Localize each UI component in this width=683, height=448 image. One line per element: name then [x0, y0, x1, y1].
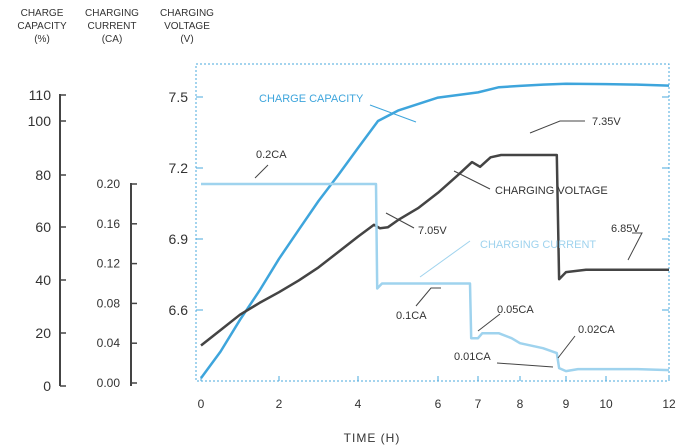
- capacity-tick-label: 80: [35, 167, 51, 183]
- annotation-leader-0-01ca: [496, 362, 554, 368]
- capacity-tick-label: 0: [43, 378, 51, 394]
- series-line-charging-voltage: [200, 153, 669, 347]
- voltage-tick-label: 7.2: [169, 160, 189, 176]
- current-tick-label: 0.16: [97, 217, 121, 231]
- series-label-charging-voltage: CHARGING VOLTAGE: [495, 185, 608, 197]
- x-tick-label: 8: [517, 397, 524, 411]
- series-label-charge-capacity: CHARGE CAPACITY: [259, 93, 364, 105]
- annotation-0-1ca: 0.1CA: [396, 310, 427, 322]
- voltage-header-line-3: (V): [180, 34, 193, 45]
- capacity-tick-label: 60: [35, 219, 51, 235]
- x-axis-label: TIME (H): [344, 431, 401, 445]
- voltage-axis-header: CHARGING VOLTAGE (V): [160, 8, 214, 45]
- voltage-header-line-1: CHARGING: [160, 8, 214, 19]
- annotation-leader-0-1ca: [415, 287, 441, 307]
- voltage-tick-label: 6.6: [169, 302, 189, 318]
- series-line-charge-capacity: [199, 82, 670, 379]
- current-axis-header: CHARGING CURRENT (CA): [85, 8, 139, 45]
- annotation-0-02ca: 0.02CA: [578, 324, 615, 336]
- annotation-leader-7-35v: [529, 120, 585, 134]
- current-header-line-1: CHARGING: [85, 8, 139, 19]
- capacity-axis-header: CHARGE CAPACITY (%): [17, 8, 67, 45]
- capacity-header-line-3: (%): [34, 34, 50, 45]
- voltage-header-line-2: VOLTAGE: [164, 21, 210, 32]
- series-label-leader-voltage: [453, 170, 491, 190]
- annotation-7-05v: 7.05V: [418, 225, 447, 237]
- current-tick-label: 0.00: [97, 376, 121, 390]
- annotation-6-85v: 6.85V: [611, 223, 640, 235]
- annotations: 0.2CA 7.05V 7.35V 6.85V 0.1CA 0.05CA 0.0…: [254, 116, 643, 368]
- capacity-header-line-1: CHARGE: [21, 8, 64, 19]
- series-label-leader-current: [419, 240, 471, 278]
- annotation-leader-0-02ca: [557, 335, 576, 359]
- x-tick-label: 10: [599, 397, 613, 411]
- x-tick-label: 9: [563, 397, 570, 411]
- x-tick-label: 12: [662, 397, 676, 411]
- x-tick-label: 7: [475, 397, 482, 411]
- annotation-leader-0-2ca: [254, 164, 269, 179]
- x-tick-label: 0: [198, 397, 205, 411]
- tick-layer: 0204060801001100.000.040.080.120.160.206…: [28, 87, 676, 411]
- current-header-line-2: CURRENT: [88, 21, 137, 32]
- x-tick-label: 4: [355, 397, 362, 411]
- annotation-leader-0-05ca: [477, 313, 501, 332]
- capacity-tick-label: 40: [35, 272, 51, 288]
- annotation-0-01ca: 0.01CA: [454, 351, 491, 363]
- annotation-0-2ca: 0.2CA: [256, 149, 287, 161]
- series-line-charging-current: [201, 182, 670, 373]
- capacity-tick-label: 100: [28, 113, 52, 129]
- capacity-tick-label: 20: [35, 325, 51, 341]
- current-header-line-3: (CA): [102, 34, 123, 45]
- capacity-tick-label: 110: [29, 87, 52, 103]
- series-label-charging-current: CHARGING CURRENT: [480, 239, 596, 251]
- annotation-7-35v: 7.35V: [592, 116, 621, 128]
- series-layer: [199, 82, 670, 379]
- current-tick-label: 0.20: [97, 177, 121, 191]
- current-tick-label: 0.04: [97, 336, 121, 350]
- series-label-leader-capacity: [369, 104, 417, 123]
- annotation-leader-6-85v: [627, 232, 643, 261]
- annotation-0-05ca: 0.05CA: [497, 304, 534, 316]
- x-tick-label: 2: [276, 397, 283, 411]
- voltage-tick-label: 7.5: [169, 89, 189, 105]
- voltage-tick-label: 6.9: [169, 231, 189, 247]
- series-labels: CHARGE CAPACITY CHARGING VOLTAGE CHARGIN…: [259, 93, 608, 278]
- annotation-leader-7-05v: [385, 212, 415, 229]
- x-tick-label: 6: [435, 397, 442, 411]
- plot-frame: [195, 63, 670, 382]
- current-tick-label: 0.12: [97, 257, 121, 271]
- current-tick-label: 0.08: [97, 296, 121, 310]
- capacity-header-line-2: CAPACITY: [17, 21, 67, 32]
